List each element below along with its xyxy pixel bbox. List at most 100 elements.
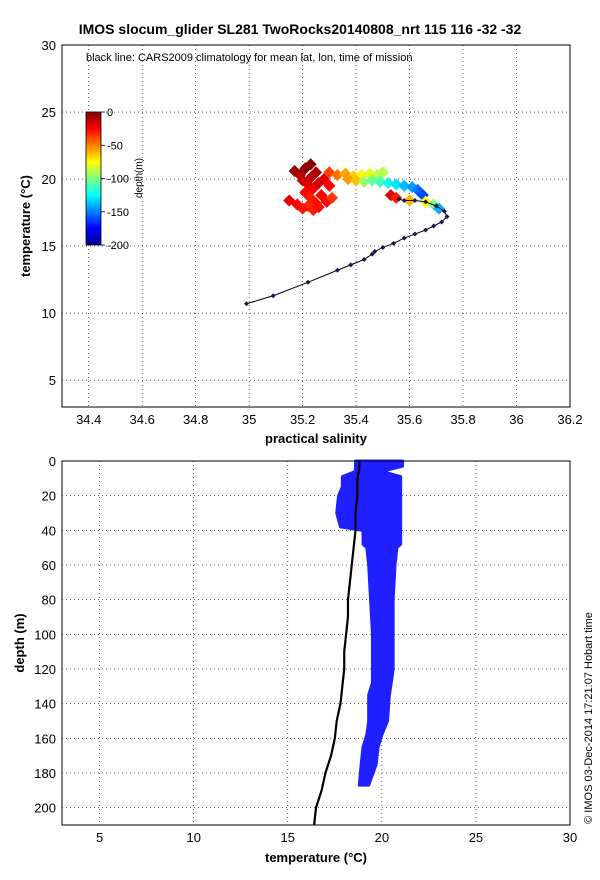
depth-colorbar: 0 -50 -100 -150 -200 depth(m)	[85, 107, 145, 252]
dp-plot-area	[62, 461, 570, 825]
ts-climatology-point	[444, 214, 450, 220]
ts-climatology-point	[396, 196, 402, 202]
ts-glider-point	[296, 202, 309, 215]
dp-y-axis-label: depth (m)	[12, 613, 27, 672]
ts-x-tick-label: 35.2	[290, 412, 315, 427]
dp-y-tick-label: 100	[34, 627, 56, 642]
colorbar-tick-label: 0	[107, 107, 113, 119]
ts-y-axis-label: temperature (°C)	[18, 175, 33, 277]
ts-climatology-point	[412, 198, 418, 204]
ts-climatology-line	[246, 198, 448, 305]
dp-data-layer	[313, 459, 405, 826]
dp-climatology-line	[313, 461, 361, 826]
colorbar-gradient	[85, 111, 102, 246]
ts-glider-point	[382, 177, 395, 190]
ts-glider-point	[376, 166, 389, 179]
ts-glider-point	[309, 166, 323, 179]
ts-climatology-point	[348, 262, 354, 268]
dp-y-tick-label: 80	[42, 593, 56, 608]
dp-x-tick-label: 25	[469, 830, 483, 845]
ts-climatology-point	[380, 244, 386, 250]
ts-glider-point	[366, 174, 379, 187]
ts-y-tick-label: 5	[49, 373, 56, 388]
ts-x-tick-label: 35.8	[450, 412, 475, 427]
dp-plot-frame	[61, 460, 571, 826]
dp-y-tick-label: 120	[34, 662, 56, 677]
ts-glider-point	[390, 178, 403, 191]
ts-diagram-chart: 34.4 34.6 34.8 35 35.2 35.4 35.6 35.8 36 36.2 5 10 1…	[18, 38, 583, 446]
ts-glider-point	[350, 174, 363, 187]
ts-climatology-point	[243, 301, 249, 307]
ts-y-tick-label: 10	[42, 306, 56, 321]
ts-climatology-point	[270, 293, 276, 299]
figure-title: IMOS slocum_glider SL281 TwoRocks2014080…	[79, 21, 522, 37]
ts-climatology-point	[423, 199, 429, 205]
dp-x-tick-label: 10	[186, 830, 200, 845]
ts-x-tick-label: 35.4	[343, 412, 368, 427]
ts-climatology-point	[334, 267, 340, 273]
ts-glider-point	[315, 189, 328, 202]
ts-y-tick-label: 20	[42, 172, 56, 187]
ts-climatology-point	[423, 227, 429, 233]
dp-y-tick-label: 180	[34, 766, 56, 781]
ts-glider-point	[406, 181, 419, 194]
ts-climatology-point	[401, 198, 407, 204]
ts-glider-point	[312, 201, 325, 214]
dp-glider-cloud	[335, 459, 405, 787]
dp-y-tick-label: 160	[34, 731, 56, 746]
ts-x-tick-label: 34.6	[130, 412, 155, 427]
ts-glider-point	[374, 175, 387, 188]
ts-glider-point	[342, 173, 355, 186]
dp-tick-labels: 5 10 15 20 25 30 0 20 40 60 80 100 120 140 160 180 200	[34, 454, 577, 845]
colorbar-ticks: 0 -50 -100 -150 -200	[101, 107, 129, 252]
dp-y-tick-label: 200	[34, 801, 56, 816]
ts-x-tick-label: 36.2	[557, 412, 582, 427]
ts-climatology-point	[401, 235, 407, 241]
ts-y-tick-label: 30	[42, 38, 56, 53]
ts-climatology-point	[372, 248, 378, 254]
ts-x-tick-label: 34.8	[183, 412, 208, 427]
colorbar-tick-label: -50	[107, 140, 123, 152]
ts-x-axis-label: practical salinity	[265, 431, 368, 446]
ts-climatology-point	[369, 251, 375, 257]
ts-x-tick-label: 35	[242, 412, 256, 427]
ts-glider-point	[288, 164, 301, 178]
ts-x-tick-label: 35.6	[397, 412, 422, 427]
dp-x-axis-label: temperature (°C)	[265, 850, 367, 865]
ts-glider-point	[325, 191, 339, 204]
ts-x-tick-label: 34.4	[76, 412, 101, 427]
ts-tick-labels: 34.4 34.6 34.8 35 35.2 35.4 35.6 35.8 36 36.2 5 10 1…	[42, 38, 583, 427]
dp-x-tick-label: 5	[96, 830, 103, 845]
depth-profile-chart: 5 10 15 20 25 30 0 20 40 60 80 100 120 140 160 180 200 t…	[12, 454, 577, 865]
dp-y-tick-label: 60	[42, 558, 56, 573]
dp-x-tick-label: 20	[375, 830, 389, 845]
dp-y-tick-label: 140	[34, 697, 56, 712]
dp-y-tick-label: 20	[42, 489, 56, 504]
ts-glider-point	[304, 158, 317, 171]
ts-data-layer	[243, 158, 450, 307]
dp-x-tick-label: 15	[281, 830, 295, 845]
ts-plot-area	[62, 45, 570, 407]
ts-glider-point	[398, 179, 411, 192]
colorbar-tick-label: -200	[107, 240, 129, 252]
dp-y-tick-label: 0	[49, 454, 56, 469]
ts-plot-frame	[61, 44, 571, 408]
ts-climatology-point	[441, 208, 447, 214]
ts-climatology-point	[412, 231, 418, 237]
colorbar-tick-label: -100	[107, 174, 129, 186]
dp-y-tick-label: 40	[42, 523, 56, 538]
colorbar-tick-label: -150	[107, 207, 129, 219]
ts-climatology-point	[391, 240, 397, 246]
ts-y-tick-label: 15	[42, 239, 56, 254]
ts-climatology-point	[439, 219, 445, 225]
copyright-credit: © IMOS 03-Dec-2014 17:21:07 Hobart time	[583, 612, 595, 824]
ts-climatology-point	[361, 257, 367, 263]
ts-climatology-point	[431, 223, 437, 229]
ts-glider-point	[283, 194, 296, 207]
colorbar-label: depth(m)	[134, 158, 145, 198]
ts-x-tick-label: 36	[509, 412, 523, 427]
ts-glider-point	[323, 179, 336, 192]
ts-climatology-point	[433, 203, 439, 209]
